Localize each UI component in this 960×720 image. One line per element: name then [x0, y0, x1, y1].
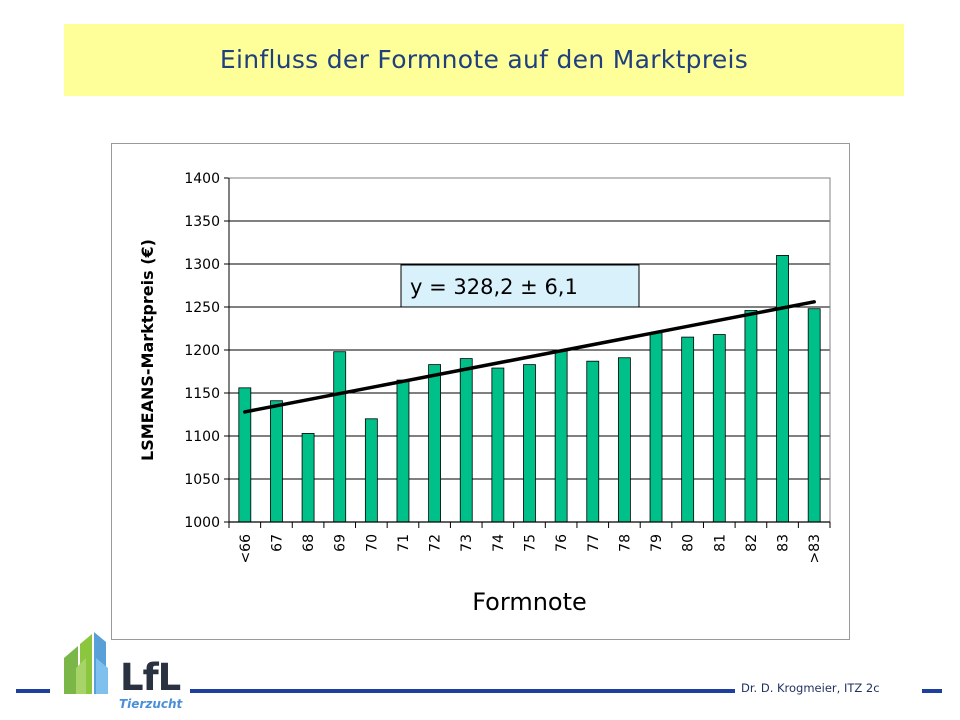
x-tick-label: 83 — [776, 534, 792, 552]
y-tick-label: 1100 — [184, 429, 220, 445]
lfl-leaf-house-logo — [64, 632, 108, 694]
bar — [776, 255, 789, 523]
footer-line-right — [190, 689, 735, 693]
bar — [491, 367, 505, 523]
y-tick-label: 1000 — [184, 515, 220, 531]
footer-credit: Dr. D. Krogmeier, ITZ 2c — [741, 681, 880, 695]
y-tick-label: 1250 — [184, 300, 220, 316]
page-title: Einfluss der Formnote auf den Marktpreis — [219, 45, 749, 74]
y-tick-label: 1050 — [184, 472, 220, 488]
bar — [301, 433, 315, 523]
y-axis-title: LSMEANS-Marktpreis (€) — [138, 239, 157, 461]
x-tick-label: 68 — [301, 534, 317, 552]
x-tick-label: 72 — [428, 534, 444, 552]
x-tick-label: 71 — [396, 534, 412, 552]
x-tick-label: 76 — [554, 534, 570, 552]
y-tick-label: 1200 — [184, 343, 220, 359]
footer-line-end — [922, 689, 942, 693]
y-tick-label: 1300 — [184, 257, 220, 273]
bar — [681, 336, 695, 523]
chart-frame: 1000 1050 1100 1150 1200 1250 1300 1350 1400 <66 6… — [111, 143, 850, 640]
bar-chart: 1000 1050 1100 1150 1200 1250 1300 1350 1400 <66 6… — [138, 171, 831, 616]
bar — [270, 400, 283, 523]
x-tick-label: <66 — [238, 534, 254, 564]
x-tick-label: 75 — [523, 534, 539, 552]
bar — [617, 357, 631, 523]
x-tick-label: 80 — [681, 534, 697, 552]
x-tick-label: 69 — [333, 534, 349, 552]
annotation-label: y = 328,2 ± 6,1 — [410, 275, 578, 299]
logo-subtitle: Tierzucht — [119, 697, 183, 711]
bar — [333, 351, 347, 523]
x-tick-label: 77 — [586, 534, 602, 552]
x-tick-label: 73 — [459, 534, 475, 552]
bar — [649, 332, 663, 523]
x-tick-label: 67 — [269, 534, 285, 552]
y-tick-label: 1400 — [184, 171, 220, 187]
x-axis-title: Formnote — [472, 588, 587, 616]
bar — [459, 358, 473, 523]
bar — [807, 308, 821, 523]
footer-line-left — [16, 689, 50, 693]
trendline — [243, 300, 816, 414]
bar — [554, 349, 568, 523]
bar — [744, 310, 758, 523]
x-tick-label: 82 — [744, 534, 760, 552]
x-tick-label: 79 — [649, 534, 665, 552]
annotation-box — [400, 264, 640, 308]
bar — [364, 418, 378, 523]
bar — [428, 364, 442, 523]
y-tick-label: 1150 — [184, 386, 220, 402]
y-tick-label: 1350 — [184, 214, 220, 230]
x-tick-label: 78 — [617, 534, 633, 552]
x-tick-label: 81 — [712, 534, 728, 552]
bar — [523, 364, 536, 523]
x-tick-label: 70 — [364, 534, 380, 552]
bar — [396, 379, 410, 523]
bar — [586, 360, 600, 523]
logo-text: LfL — [120, 656, 181, 699]
x-tick-label: 74 — [491, 534, 507, 552]
x-tick-label: >83 — [807, 534, 823, 564]
title-band: Einfluss der Formnote auf den Marktpreis — [64, 24, 904, 96]
bar — [712, 334, 726, 523]
bar — [238, 387, 252, 523]
